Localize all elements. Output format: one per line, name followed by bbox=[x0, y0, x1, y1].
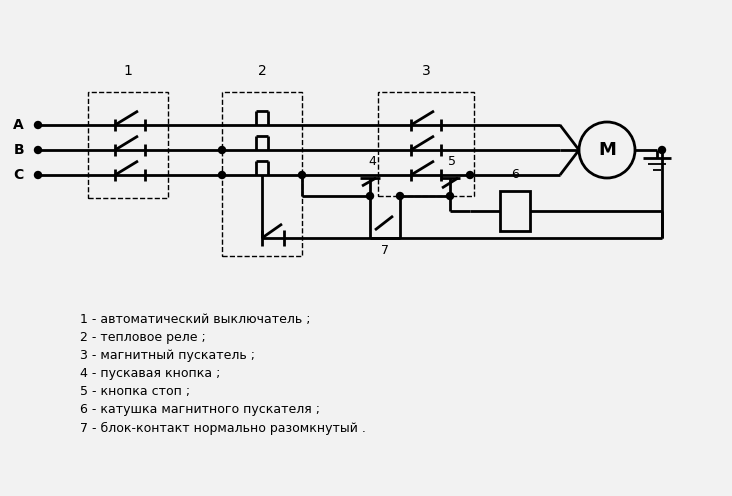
Text: C: C bbox=[14, 168, 24, 182]
Circle shape bbox=[34, 146, 42, 153]
Circle shape bbox=[218, 172, 225, 179]
Bar bbox=[378, 92, 474, 196]
Text: 3: 3 bbox=[422, 64, 430, 78]
Text: A: A bbox=[13, 118, 24, 132]
Text: 5: 5 bbox=[448, 155, 456, 168]
Circle shape bbox=[218, 146, 225, 153]
Bar bbox=[88, 92, 168, 198]
Text: 1 - автоматический выключатель ;: 1 - автоматический выключатель ; bbox=[80, 313, 310, 326]
Text: 2: 2 bbox=[258, 64, 266, 78]
Circle shape bbox=[659, 146, 665, 153]
Text: 4 - пускавая кнопка ;: 4 - пускавая кнопка ; bbox=[80, 368, 220, 380]
Circle shape bbox=[34, 172, 42, 179]
Circle shape bbox=[367, 192, 373, 199]
Text: 6 - катушка магнитного пускателя ;: 6 - катушка магнитного пускателя ; bbox=[80, 404, 320, 417]
Text: M: M bbox=[598, 141, 616, 159]
Text: 3 - магнитный пускатель ;: 3 - магнитный пускатель ; bbox=[80, 350, 255, 363]
Circle shape bbox=[34, 122, 42, 128]
Text: 2 - тепловое реле ;: 2 - тепловое реле ; bbox=[80, 331, 206, 345]
Text: 4: 4 bbox=[368, 155, 376, 168]
Text: 1: 1 bbox=[124, 64, 132, 78]
Circle shape bbox=[299, 172, 305, 179]
Circle shape bbox=[466, 172, 474, 179]
Text: 7 - блок-контакт нормально разомкнутый .: 7 - блок-контакт нормально разомкнутый . bbox=[80, 422, 366, 434]
Text: 5 - кнопка стоп ;: 5 - кнопка стоп ; bbox=[80, 385, 190, 398]
Text: B: B bbox=[13, 143, 24, 157]
Text: 6: 6 bbox=[511, 168, 519, 181]
Circle shape bbox=[397, 192, 403, 199]
Bar bbox=[500, 191, 530, 231]
Text: 7: 7 bbox=[381, 244, 389, 257]
Circle shape bbox=[447, 192, 454, 199]
Bar bbox=[222, 92, 302, 256]
